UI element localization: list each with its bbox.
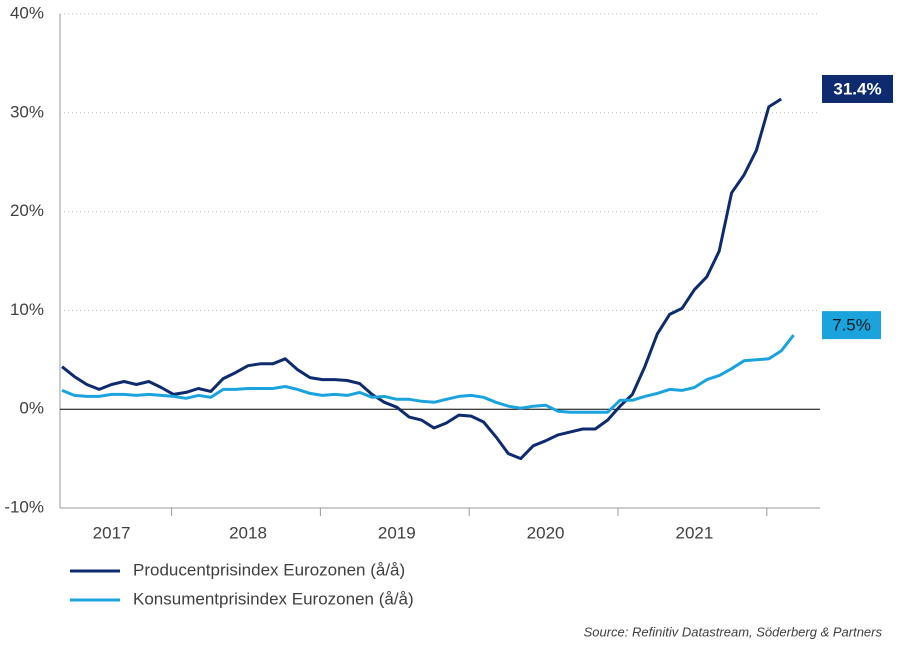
end-label-box (822, 311, 881, 340)
end-label-box (822, 74, 893, 103)
y-tick-label: 40% (10, 3, 44, 22)
y-tick-label: 10% (10, 300, 44, 319)
source: Source: Refinitiv Datastream, Söderberg … (584, 624, 883, 639)
x-tick-label: 2017 (93, 523, 131, 542)
y-tick-label: 20% (10, 201, 44, 220)
x-tick-label: 2020 (527, 523, 565, 542)
x-tick-label: 2018 (229, 523, 267, 542)
legend-label: Producentprisindex Eurozonen (å/å) (133, 560, 405, 579)
x-tick-label: 2019 (378, 523, 416, 542)
y-tick-label: 30% (10, 102, 44, 121)
x-tick-label: 2021 (675, 523, 713, 542)
y-tick-label: 0% (19, 399, 44, 418)
legend-label: Konsumentprisindex Eurozonen (å/å) (133, 589, 414, 608)
series-line (61, 97, 783, 461)
series-line (61, 334, 795, 414)
end-label: 7.5% (832, 316, 871, 335)
y-tick-label: -10% (4, 497, 44, 516)
end-label: 31.4% (833, 79, 881, 98)
